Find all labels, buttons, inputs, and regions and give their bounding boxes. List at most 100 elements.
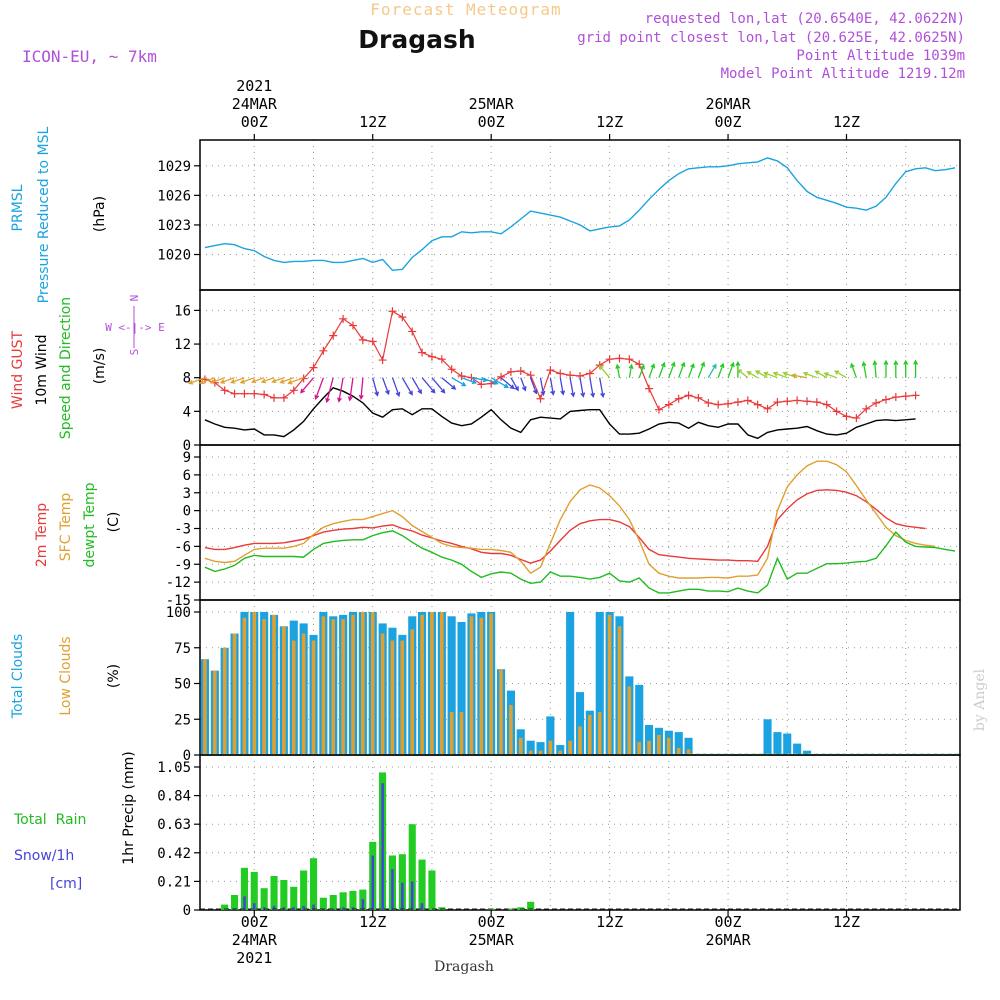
info-point-altitude: Point Altitude 1039m bbox=[796, 48, 965, 64]
wind-direction-arrow bbox=[823, 372, 837, 379]
wind-direction-arrow bbox=[549, 377, 556, 396]
wind-direction-arrow bbox=[188, 377, 206, 385]
wind-direction-arrow bbox=[763, 371, 778, 379]
wind-direction-arrow bbox=[791, 373, 808, 379]
y-tick-label: 75 bbox=[174, 641, 191, 657]
wind-direction-arrow bbox=[893, 359, 899, 378]
wind-direction-arrow bbox=[391, 377, 401, 398]
wind-direction-arrow bbox=[579, 377, 586, 398]
total-cloud-bar bbox=[645, 725, 654, 755]
total-cloud-bar bbox=[546, 716, 555, 755]
wind-label-gust: Wind GUST bbox=[10, 330, 26, 409]
low-cloud-bar bbox=[647, 740, 651, 755]
low-cloud-bar bbox=[440, 612, 444, 755]
low-cloud-bar bbox=[597, 712, 602, 755]
wind-direction-arrow bbox=[717, 362, 725, 378]
total-cloud-bar bbox=[457, 622, 466, 755]
snow-bar bbox=[292, 907, 295, 910]
rain-bar bbox=[270, 876, 278, 910]
total-cloud-bar bbox=[447, 616, 456, 755]
wind-direction-arrow bbox=[230, 377, 245, 384]
low-cloud-bar bbox=[558, 750, 562, 755]
wind-direction-arrow bbox=[461, 377, 477, 385]
bottom-time-label: 24MAR bbox=[232, 931, 278, 949]
wind-direction-arrow bbox=[372, 377, 380, 397]
wind-direction-arrow bbox=[431, 377, 446, 394]
snow-bar bbox=[411, 881, 414, 910]
gust-point bbox=[812, 398, 821, 407]
low-cloud-bar bbox=[380, 633, 385, 755]
gust-point bbox=[911, 391, 920, 400]
wind-direction-arrow bbox=[279, 377, 295, 384]
gust-point bbox=[645, 384, 654, 393]
compass-north: N bbox=[128, 295, 141, 302]
low-cloud-bar bbox=[489, 613, 493, 755]
rain-bar bbox=[408, 824, 416, 910]
gust-point bbox=[240, 389, 249, 398]
wind-direction-arrow bbox=[520, 377, 527, 392]
total-cloud-bar bbox=[803, 750, 812, 755]
low-cloud-bar bbox=[203, 659, 207, 755]
total-cloud-bar bbox=[566, 612, 575, 755]
rain-bar bbox=[300, 870, 308, 910]
wind-direction-arrow bbox=[589, 377, 596, 399]
y-tick-label: -9 bbox=[174, 557, 191, 573]
y-tick-label: 1029 bbox=[157, 159, 191, 175]
wind-direction-arrow bbox=[678, 361, 686, 378]
low-cloud-bar bbox=[410, 629, 414, 755]
low-cloud-bar bbox=[222, 647, 227, 756]
gust-point bbox=[398, 313, 407, 322]
pressure-label-prmsl: PRMSL bbox=[10, 184, 26, 231]
pressure-label-description: Pressure Reduced to MSL bbox=[36, 126, 52, 303]
low-cloud-bar bbox=[262, 619, 266, 755]
low-cloud-bar bbox=[370, 612, 375, 755]
low-cloud-bar bbox=[361, 612, 365, 755]
wind-label-speed-direction: Speed and Direction bbox=[58, 297, 74, 439]
gust-point bbox=[230, 389, 239, 398]
bottom-time-label: 00Z bbox=[715, 913, 742, 931]
info-model-altitude: Model Point Altitude 1219.12m bbox=[721, 66, 965, 82]
wind-direction-arrow bbox=[219, 377, 235, 384]
gust-point bbox=[200, 375, 209, 384]
rain-bar bbox=[231, 895, 239, 910]
low-cloud-bar bbox=[528, 750, 533, 755]
low-cloud-bar bbox=[657, 735, 661, 755]
rain-bar bbox=[329, 895, 337, 910]
wind-direction-arrow bbox=[500, 377, 515, 390]
temp-2m-line bbox=[204, 489, 926, 564]
rain-bar bbox=[290, 886, 298, 910]
temp-label-2m: 2m Temp bbox=[34, 503, 50, 567]
gust-point bbox=[743, 396, 752, 405]
wind-direction-arrow bbox=[850, 362, 858, 378]
rain-bar bbox=[280, 880, 288, 910]
rain-bar bbox=[339, 892, 347, 910]
gust-point bbox=[654, 405, 663, 414]
gust-point bbox=[260, 390, 269, 399]
low-cloud-bar bbox=[627, 686, 632, 755]
gust-point bbox=[437, 355, 446, 364]
gust-point bbox=[793, 396, 802, 405]
low-cloud-bar bbox=[341, 619, 345, 755]
bottom-time-label: 25MAR bbox=[469, 931, 515, 949]
low-cloud-bar bbox=[430, 612, 434, 755]
y-tick-label: 1.05 bbox=[157, 760, 191, 776]
low-cloud-bar bbox=[469, 616, 474, 755]
gust-point bbox=[635, 360, 644, 369]
gust-point bbox=[358, 335, 367, 344]
low-cloud-bar bbox=[519, 737, 523, 755]
rain-bar bbox=[527, 901, 535, 910]
snow-bar bbox=[243, 896, 246, 910]
top-time-label: 00Z bbox=[241, 113, 268, 131]
wind-direction-arrow bbox=[539, 377, 546, 397]
y-tick-label: 25 bbox=[174, 712, 191, 728]
wind-direction-arrow bbox=[648, 363, 656, 378]
gust-point bbox=[872, 398, 881, 407]
total-cloud-bar bbox=[576, 692, 585, 755]
wind-direction-arrow bbox=[599, 377, 606, 399]
low-cloud-bar bbox=[232, 633, 237, 755]
info-grid-point: grid point closest lon,lat (20.625E, 42.… bbox=[577, 30, 965, 46]
total-cloud-bar bbox=[763, 719, 772, 756]
bottom-time-label: 26MAR bbox=[705, 931, 751, 949]
y-tick-label: 12 bbox=[174, 337, 191, 353]
